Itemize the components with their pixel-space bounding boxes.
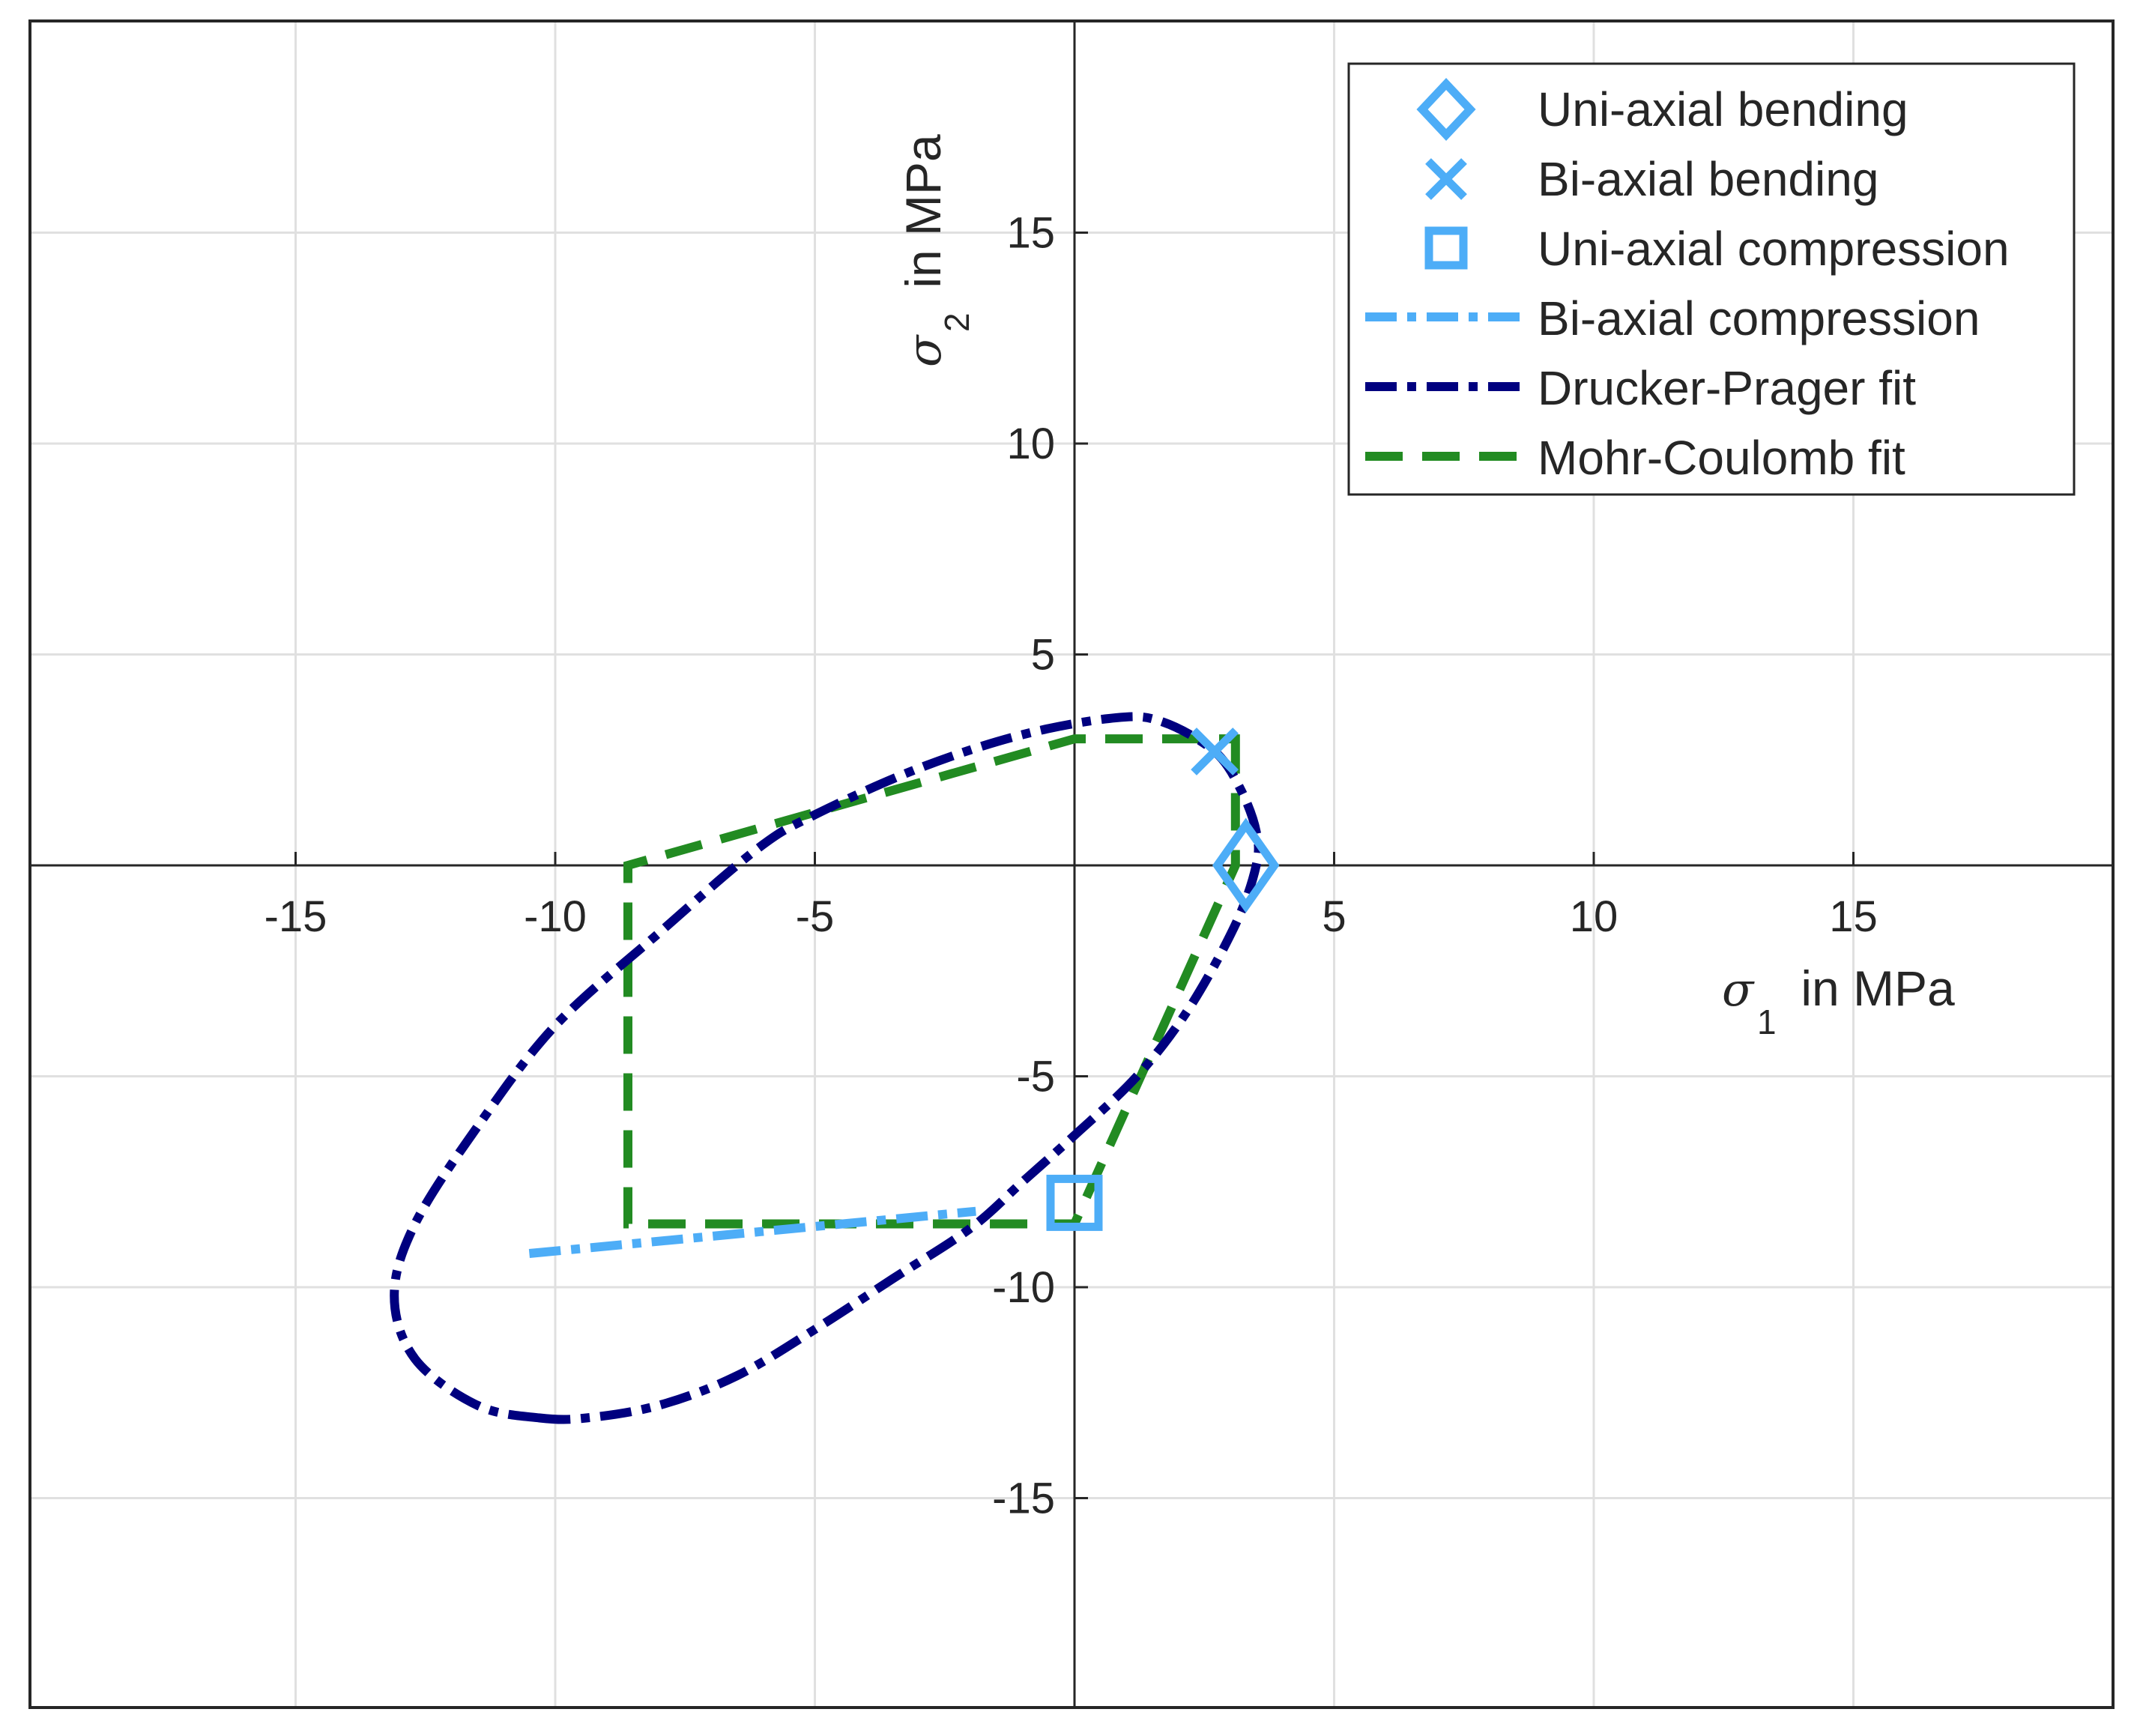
x-axis-label: σ 1 in MPa <box>1722 961 1955 1041</box>
biaxial-bending-point <box>1191 728 1239 775</box>
y-tick-label: 15 <box>1006 209 1055 258</box>
plot-series <box>390 712 1280 1424</box>
uniaxial-compression-point <box>1046 1174 1103 1231</box>
legend-item-uniaxial-compression: Uni-axial compression <box>1424 222 2010 276</box>
x-tick-label: 10 <box>1570 892 1618 941</box>
legend-item-biaxial-bending: Bi-axial bending <box>1425 152 1878 206</box>
legend-item-biaxial-compression: Bi-axial compression <box>1365 291 1980 345</box>
legend-item-mohr-coulomb: Mohr-Coulomb fit <box>1365 431 1905 485</box>
x-axis-unit: in MPa <box>1787 961 1955 1016</box>
legend-label: Uni-axial bending <box>1538 82 1908 136</box>
x-tick-label: 5 <box>1322 892 1346 941</box>
x-tick-label: -15 <box>265 892 327 941</box>
y-tick-label: -10 <box>992 1263 1055 1312</box>
y-axis-subscript: 2 <box>937 312 976 332</box>
y-tick-label: 5 <box>1031 631 1055 680</box>
x-tick-label: -10 <box>524 892 587 941</box>
legend-box <box>1347 62 2076 496</box>
y-tick-label: 10 <box>1006 420 1055 468</box>
y-tick-label: -15 <box>992 1475 1055 1523</box>
uniaxial-bending-point <box>1212 817 1280 913</box>
legend-label: Bi-axial compression <box>1538 291 1980 345</box>
mohr-coulomb-line <box>623 734 1240 1229</box>
legend-item-drucker-prager: Drucker-Prager fit <box>1365 361 1916 415</box>
legend-label: Uni-axial compression <box>1538 222 2010 276</box>
y-axis-label: σ 2 in MPa <box>895 134 976 367</box>
legend-cross-icon <box>1425 158 1467 200</box>
y-tick-label: -5 <box>1016 1053 1055 1101</box>
axes <box>30 21 2113 1708</box>
x-tick-label: 15 <box>1829 892 1878 941</box>
legend-label: Drucker-Prager fit <box>1538 361 1916 415</box>
plot-frame <box>28 19 2115 1709</box>
x-axis-symbol: σ <box>1722 962 1755 1017</box>
legend-item-uniaxial-bending: Uni-axial bending <box>1416 77 1908 142</box>
x-tick-label: -5 <box>796 892 835 941</box>
legend-square-icon <box>1424 226 1468 270</box>
tick-labels: -15 -10 -5 5 10 15 15 10 5 -5 -10 -15 <box>265 209 1878 1523</box>
y-axis-symbol: σ <box>897 334 952 367</box>
legend-label: Mohr-Coulomb fit <box>1538 431 1905 485</box>
x-axis-subscript: 1 <box>1757 1002 1777 1041</box>
legend: Uni-axial bending Bi-axial bending Uni-a… <box>1347 62 2076 496</box>
legend-label: Bi-axial bending <box>1538 152 1878 206</box>
legend-diamond-icon <box>1416 77 1476 142</box>
y-axis-unit: in MPa <box>895 134 951 302</box>
biaxial-compression-line <box>528 1206 976 1258</box>
